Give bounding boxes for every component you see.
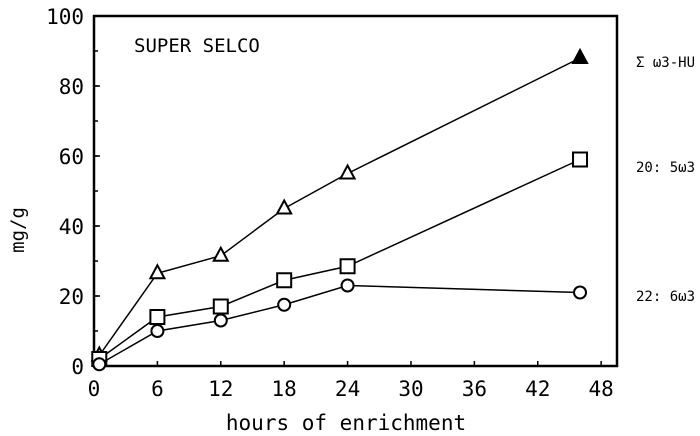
- chart-title: SUPER SELCO: [134, 35, 260, 57]
- data-point-triangle: [338, 163, 357, 180]
- x-tick-label: 48: [589, 377, 614, 401]
- legend-label-20-5w3: 20: 5ω3: [636, 160, 695, 176]
- x-tick-label: 36: [462, 377, 487, 401]
- x-tick-label: 0: [88, 377, 101, 401]
- y-tick-label: 20: [59, 285, 84, 309]
- data-point-circle: [213, 313, 228, 328]
- x-tick-label: 30: [398, 377, 423, 401]
- data-point-square: [572, 151, 589, 168]
- series-line-triangle: [98, 57, 581, 356]
- y-tick-label: 0: [71, 355, 84, 379]
- x-axis-label: hours of enrichment: [226, 411, 466, 435]
- data-point-square: [149, 309, 166, 325]
- series-line-square: [98, 158, 581, 360]
- data-point-circle: [573, 285, 588, 300]
- data-point-circle: [277, 297, 292, 312]
- x-tick-label: 24: [335, 377, 360, 401]
- y-tick-label: 40: [59, 215, 84, 239]
- x-tick-label: 12: [208, 377, 233, 401]
- data-point-triangle: [275, 198, 293, 215]
- legend-label-22-6w3: 22: 6ω3: [636, 289, 695, 305]
- data-point-triangle: [571, 47, 589, 64]
- legend-label-sum-w3: Σ ω3-HU: [636, 55, 695, 71]
- data-point-circle: [340, 278, 355, 293]
- data-point-circle: [92, 357, 107, 372]
- plot-frame: [92, 14, 619, 368]
- y-tick-label: 80: [59, 75, 84, 99]
- data-point-square: [212, 298, 229, 315]
- data-point-circle: [150, 324, 165, 338]
- data-point-triangle: [148, 263, 167, 280]
- data-point-triangle: [212, 245, 230, 262]
- y-tick-label: 100: [46, 5, 84, 29]
- data-point-square: [276, 272, 293, 289]
- x-tick-label: 6: [151, 377, 164, 401]
- series-line-circle: [98, 284, 581, 365]
- y-tick-label: 60: [59, 145, 84, 169]
- x-tick-label: 42: [525, 377, 550, 401]
- data-point-square: [339, 258, 356, 275]
- x-tick-label: 18: [272, 377, 297, 401]
- y-axis-label: mg/g: [7, 207, 29, 253]
